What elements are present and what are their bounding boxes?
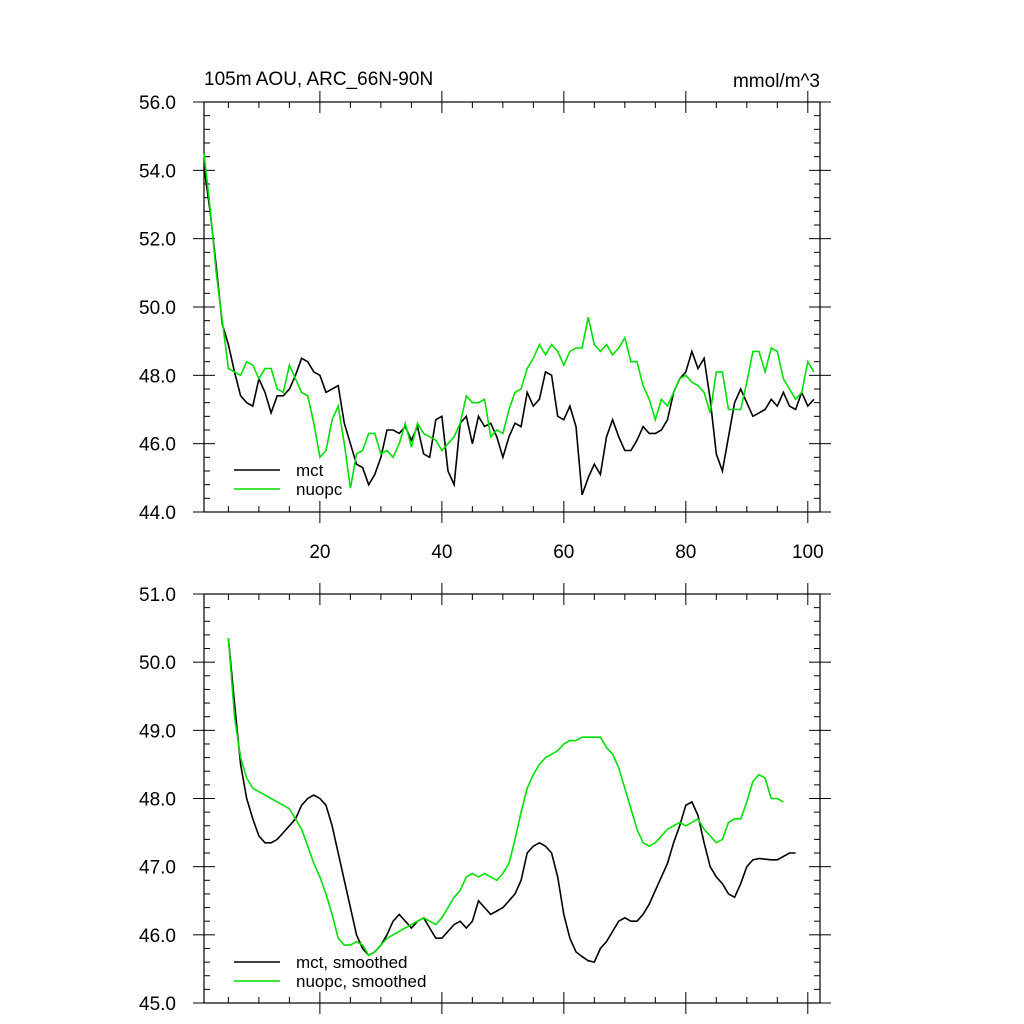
y-tick-label: 52.0	[139, 230, 176, 251]
y-tick-label: 54.0	[139, 161, 176, 182]
y-tick-label: 56.0	[139, 93, 176, 114]
chart-title: 105m AOU, ARC_66N-90N	[204, 69, 433, 90]
tick-marks	[193, 91, 831, 523]
tick-marks	[193, 583, 831, 1014]
legend: mct nuopc	[234, 461, 343, 499]
y-tick-label: 50.0	[139, 298, 176, 319]
y-tick-label: 48.0	[139, 366, 176, 387]
y-tick-label: 47.0	[139, 858, 176, 879]
x-tick-labels: 20 40 60 80 100	[309, 542, 823, 563]
y-tick-label: 49.0	[139, 721, 176, 742]
legend-label-mct-smoothed: mct, smoothed	[296, 953, 408, 972]
legend: mct, smoothed nuopc, smoothed	[234, 953, 426, 991]
x-tick-label: 40	[431, 542, 452, 563]
plot-frame	[203, 101, 821, 513]
y-tick-label: 46.0	[139, 926, 176, 947]
y-tick-label: 44.0	[139, 503, 176, 524]
y-tick-label: 50.0	[139, 653, 176, 674]
y-tick-label: 45.0	[139, 994, 176, 1015]
series-line-mct	[203, 166, 815, 496]
legend-label-nuopc: nuopc	[296, 480, 343, 499]
series-line-mct-smoothed	[227, 638, 796, 964]
series-line-nuopc-smoothed	[227, 638, 784, 957]
bottom-chart: 45.0 46.0 47.0 48.0 49.0 50.0 51.0 mct, …	[139, 583, 831, 1015]
y-tick-label: 48.0	[139, 790, 176, 811]
series-line-nuopc	[203, 153, 815, 489]
x-tick-label: 60	[553, 542, 574, 563]
x-tick-label: 80	[675, 542, 696, 563]
plot-frame	[203, 593, 821, 1004]
x-tick-label: 100	[792, 542, 824, 563]
top-chart: 105m AOU, ARC_66N-90N mmol/m^3 44.0 46.0…	[139, 69, 831, 563]
x-tick-label: 20	[309, 542, 330, 563]
y-tick-labels: 45.0 46.0 47.0 48.0 49.0 50.0 51.0	[139, 585, 176, 1015]
y-tick-labels: 44.0 46.0 48.0 50.0 52.0 54.0 56.0	[139, 93, 176, 524]
legend-label-mct: mct	[296, 461, 324, 480]
chart-units: mmol/m^3	[733, 71, 820, 92]
y-tick-label: 46.0	[139, 435, 176, 456]
legend-label-nuopc-smoothed: nuopc, smoothed	[296, 972, 426, 991]
y-tick-label: 51.0	[139, 585, 176, 606]
